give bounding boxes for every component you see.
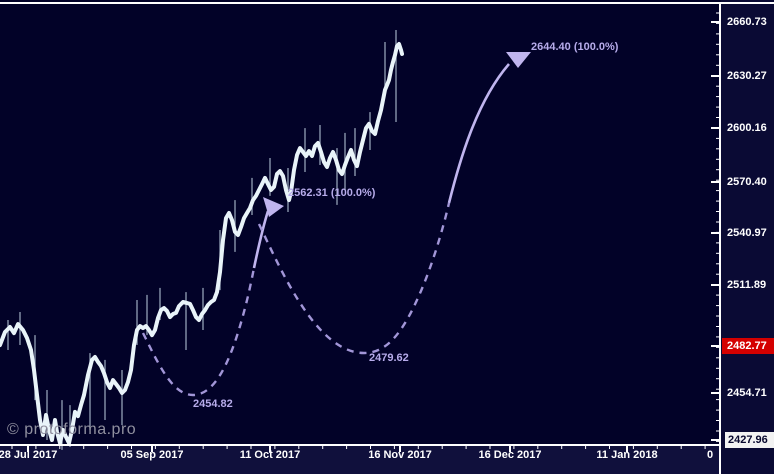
bid-price-label: 2482.77 [722,338,774,354]
arrowhead-icon [263,197,284,217]
chart-plot-area[interactable] [0,0,720,445]
projection-solid-curve[interactable] [447,63,510,204]
projection-trough-label: 2479.62 [369,352,409,364]
projection-dashed-curve[interactable] [141,267,256,397]
price-tick-label: 2570.40 [727,176,767,188]
lowest-price-label: 2427.96 [725,432,774,448]
price-axis[interactable] [721,0,774,474]
candle-wicks [7,30,397,450]
date-tick-label: 16 Nov 2017 [368,449,432,461]
projection-solid-curve[interactable] [252,210,270,269]
date-tick-label: 11 Jan 2018 [596,449,658,461]
date-tick-label: 11 Oct 2017 [239,449,301,461]
projection-trough-label: 2454.82 [193,398,233,410]
price-tick-label: 2660.73 [727,16,767,28]
price-tick-label: 2454.71 [727,387,767,399]
arrowhead-icon [506,52,531,68]
price-tick-label: 2540.97 [727,227,767,239]
price-tick-label: 2511.89 [727,279,767,291]
projection-arc-1[interactable] [141,197,284,397]
time-axis[interactable] [0,446,721,474]
date-tick-label: 0 [706,449,714,461]
projection-target-label: 2562.31 (100.0%) [288,187,376,199]
price-tick-label: 2600.16 [727,122,767,134]
projection-dashed-curve[interactable] [257,202,451,355]
price-line [0,42,404,446]
projection-target-label: 2644.40 (100.0%) [531,41,619,53]
date-tick-label: 28 Jul 2017 [0,449,58,461]
watermark: © protoforma.pro [7,421,137,438]
price-tick-label: 2630.27 [727,70,767,82]
date-tick-label: 05 Sep 2017 [120,449,184,461]
projection-arc-2[interactable] [257,52,531,355]
date-tick-label: 16 Dec 2017 [478,449,542,461]
